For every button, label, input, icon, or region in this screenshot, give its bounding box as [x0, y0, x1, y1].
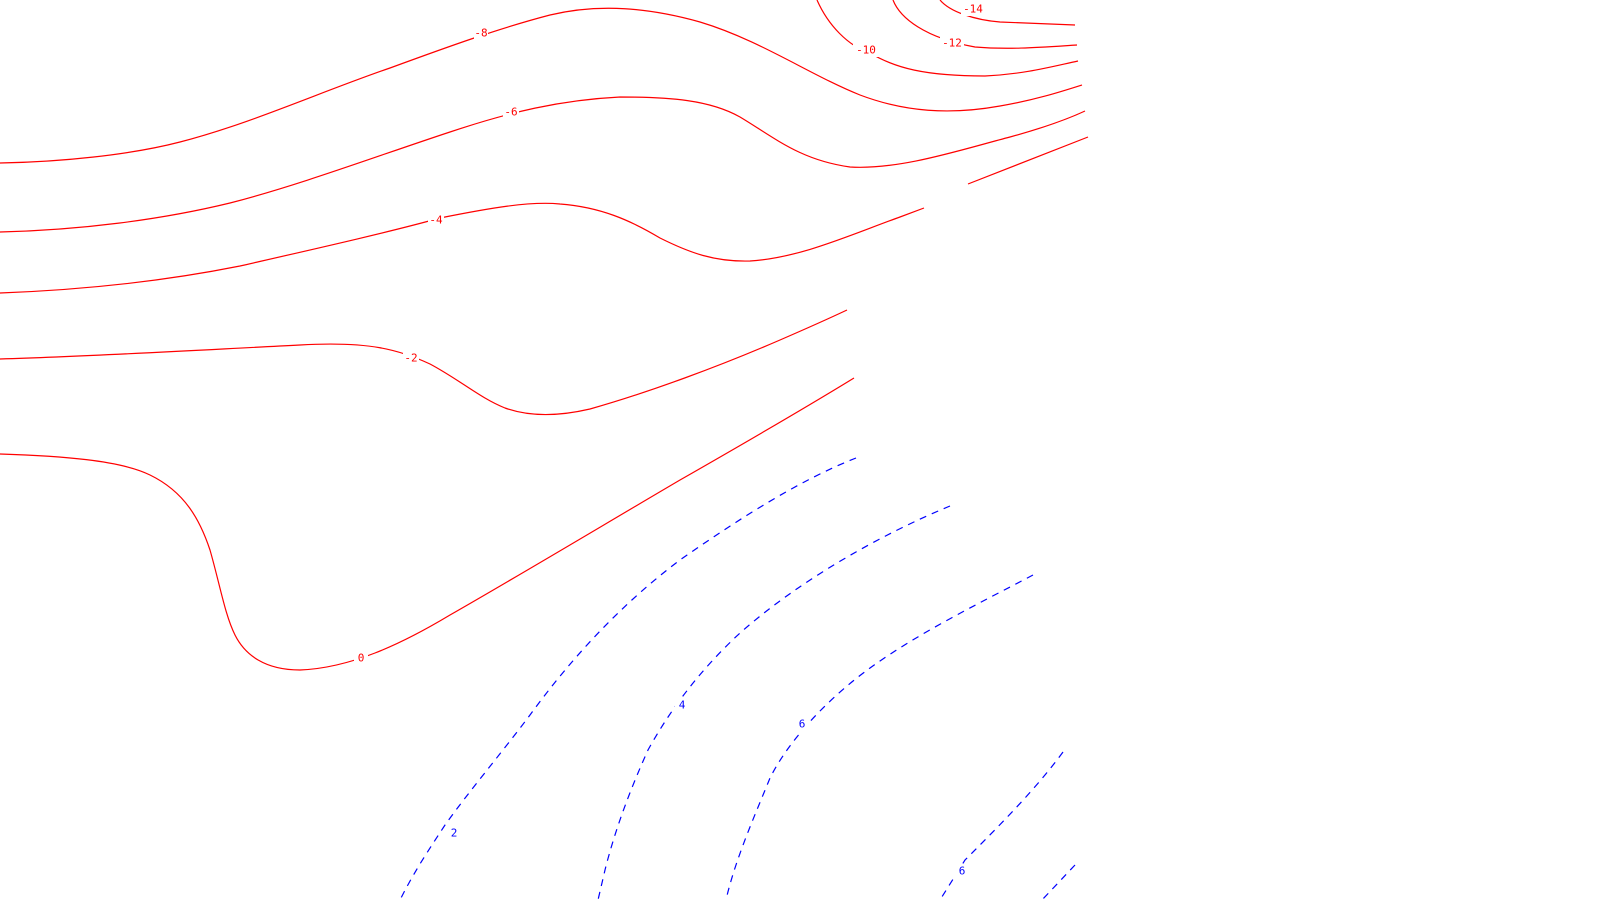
- contour-line-plus-2: [399, 457, 857, 900]
- contour-label-plus-6-right: 6: [959, 865, 966, 878]
- contour-line-plus-4: [597, 505, 951, 900]
- contour-label-minus-2: -2: [404, 352, 417, 365]
- contour-line-minus-12: [892, 0, 1078, 49]
- contour-line-minus-8: [0, 7, 1083, 164]
- contour-minus-8: -8: [0, 7, 1083, 164]
- contour-line-positive-partial: [1041, 864, 1076, 900]
- contour-plus-6-left: 6: [725, 574, 1034, 900]
- contour-plus-6-right: 6: [939, 751, 1064, 900]
- contour-line-minus-4-right: [967, 136, 1089, 185]
- contour-label-plus-2: 2: [451, 827, 458, 840]
- contour-label-minus-10: -10: [856, 44, 876, 57]
- contour-minus-4: -4: [0, 136, 1089, 294]
- contour-line-minus-6: [0, 96, 1086, 233]
- contour-line-minus-4: [0, 202, 925, 294]
- contour-label-minus-8: -8: [474, 27, 487, 40]
- contour-label-minus-14: -14: [963, 3, 983, 16]
- contour-label-plus-4: 4: [679, 699, 686, 712]
- contour-label-minus-4: -4: [429, 214, 443, 227]
- contour-line-minus-10: [816, 0, 1079, 77]
- contour-minus-12: -12: [892, 0, 1078, 50]
- contour-minus-6: -6: [0, 96, 1086, 233]
- contour-plus-8-partial: [1041, 864, 1076, 900]
- contour-label-minus-12: -12: [942, 37, 962, 50]
- contour-minus-10: -10: [816, 0, 1079, 77]
- contour-label-minus-6: -6: [504, 106, 517, 119]
- contour-label-zero: 0: [358, 652, 365, 665]
- contour-minus-2: -2: [0, 309, 848, 416]
- contour-plus-2: 2: [399, 457, 857, 900]
- contour-plus-4: 4: [597, 505, 951, 900]
- contour-line-minus-14: [939, 0, 1076, 26]
- contour-minus-14: -14: [939, 0, 1076, 26]
- contour-line-minus-2: [0, 309, 848, 416]
- contour-line-zero: [0, 377, 855, 671]
- contour-zero: 0: [0, 377, 855, 671]
- contour-line-plus-6-left: [725, 574, 1034, 900]
- contour-label-plus-6-left: 6: [799, 718, 806, 731]
- contour-line-plus-6-right: [939, 751, 1064, 900]
